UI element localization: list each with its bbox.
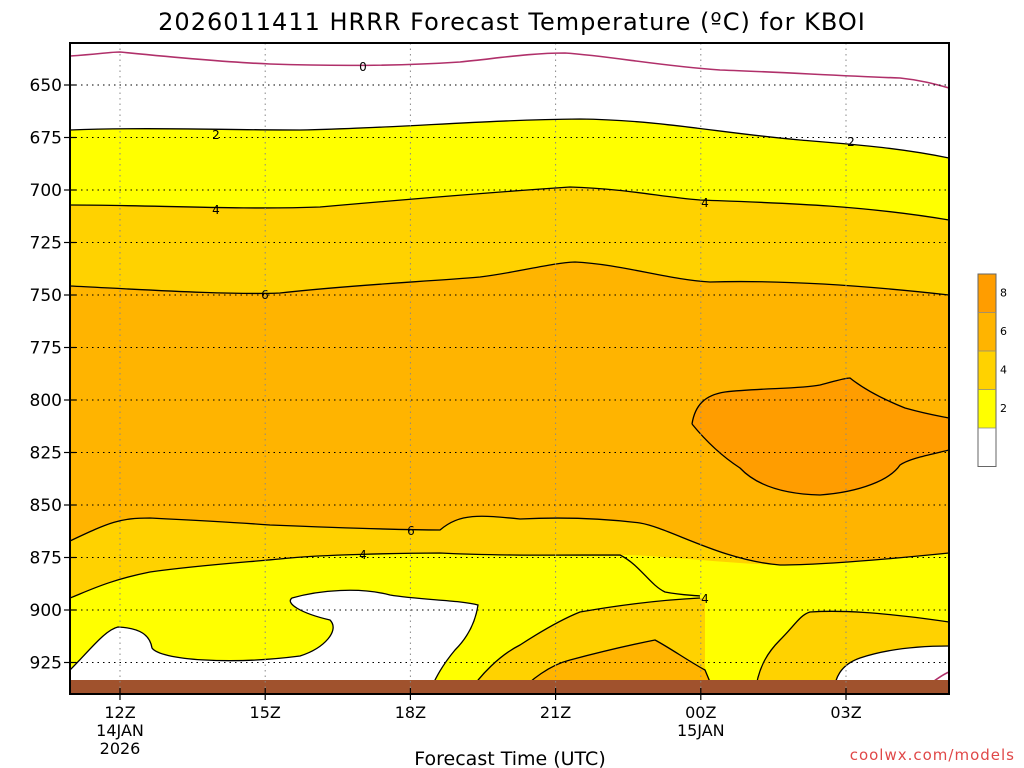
y-tick-label: 750	[30, 286, 62, 306]
contour-8	[691, 377, 949, 496]
x-tick-label: 21Z	[540, 703, 571, 722]
contour-0	[70, 51, 949, 89]
y-tick-label: 825	[30, 444, 62, 464]
plot-area	[70, 43, 949, 694]
y-tick-label: 650	[30, 76, 62, 96]
contour-4-lower	[70, 552, 701, 599]
band-4-6-surface-right	[755, 611, 949, 694]
y-tick-label: 725	[30, 234, 62, 254]
y-tick-label: 700	[30, 181, 62, 201]
x-axis-title: Forecast Time (UTC)	[414, 748, 605, 768]
colorbar-swatch	[978, 312, 996, 351]
x-tick-label: 18Z	[395, 703, 426, 722]
contour-2-lower-left	[70, 589, 479, 694]
x-tick-label: 12Z	[104, 703, 135, 722]
contour-label: 4	[701, 196, 709, 210]
contour-4	[70, 186, 949, 221]
y-tick-label: 900	[30, 601, 62, 621]
contour-2	[70, 118, 949, 159]
contour-6-surface	[517, 639, 716, 694]
ground-terrain	[70, 680, 949, 694]
colorbar-label: 6	[1000, 325, 1007, 338]
y-tick-label: 850	[30, 496, 62, 516]
colorbar-swatch	[978, 274, 996, 313]
band-8-plus	[692, 378, 949, 495]
y-tick-label: 875	[30, 549, 62, 569]
y-tick-label: 925	[30, 654, 62, 674]
grid	[64, 43, 949, 700]
contour-label: 6	[261, 288, 269, 302]
colorbar-swatch	[978, 389, 996, 428]
contour-6-lower	[70, 515, 949, 566]
colorbar-swatch	[978, 351, 996, 390]
chart-title: 2026011411 HRRR Forecast Temperature (ºC…	[158, 8, 866, 36]
colorbar: 8 6 4 2	[977, 273, 1007, 467]
contour-label: 2	[212, 128, 220, 142]
contour-2-lower-right	[832, 645, 949, 694]
colorbar-label: 4	[1000, 364, 1007, 377]
x-tick-label: 15JAN	[677, 721, 725, 740]
x-tick-label: 15Z	[250, 703, 281, 722]
contour-label: 6	[407, 524, 415, 538]
colorbar-frame	[977, 273, 997, 467]
y-tick-label: 800	[30, 391, 62, 411]
plot-frame	[69, 42, 950, 695]
contour-label: 4	[212, 203, 220, 217]
y-tick-label: 675	[30, 129, 62, 149]
contour-label: 4	[359, 548, 367, 562]
credit-text[interactable]: coolwx.com/models	[850, 746, 1015, 764]
contour-4-surface	[467, 597, 701, 694]
x-tick-label: 03Z	[830, 703, 861, 722]
contour-lines	[70, 118, 949, 694]
contour-4-lower-right	[754, 610, 949, 694]
band-6-8	[70, 262, 949, 565]
contour-6	[70, 261, 949, 296]
y-axis: 650 675 700 725 750 775 800 825 850 875 900 925	[30, 76, 62, 674]
x-tick-label: 2026	[100, 739, 141, 758]
band-below-2-left	[70, 590, 478, 694]
contour-label: 2	[847, 135, 855, 149]
y-tick-label: 775	[30, 339, 62, 359]
colorbar-label: 2	[1000, 402, 1007, 415]
contour-label: 0	[359, 60, 367, 74]
x-tick-label: 14JAN	[96, 721, 144, 740]
colorbar-label: 8	[1000, 287, 1007, 300]
contour-labels: 0 2 2 4 4 6 6 4 4	[212, 60, 855, 606]
colorbar-swatch	[978, 428, 996, 467]
x-tick-label: 00Z	[685, 703, 716, 722]
contour-label: 4	[701, 592, 709, 606]
